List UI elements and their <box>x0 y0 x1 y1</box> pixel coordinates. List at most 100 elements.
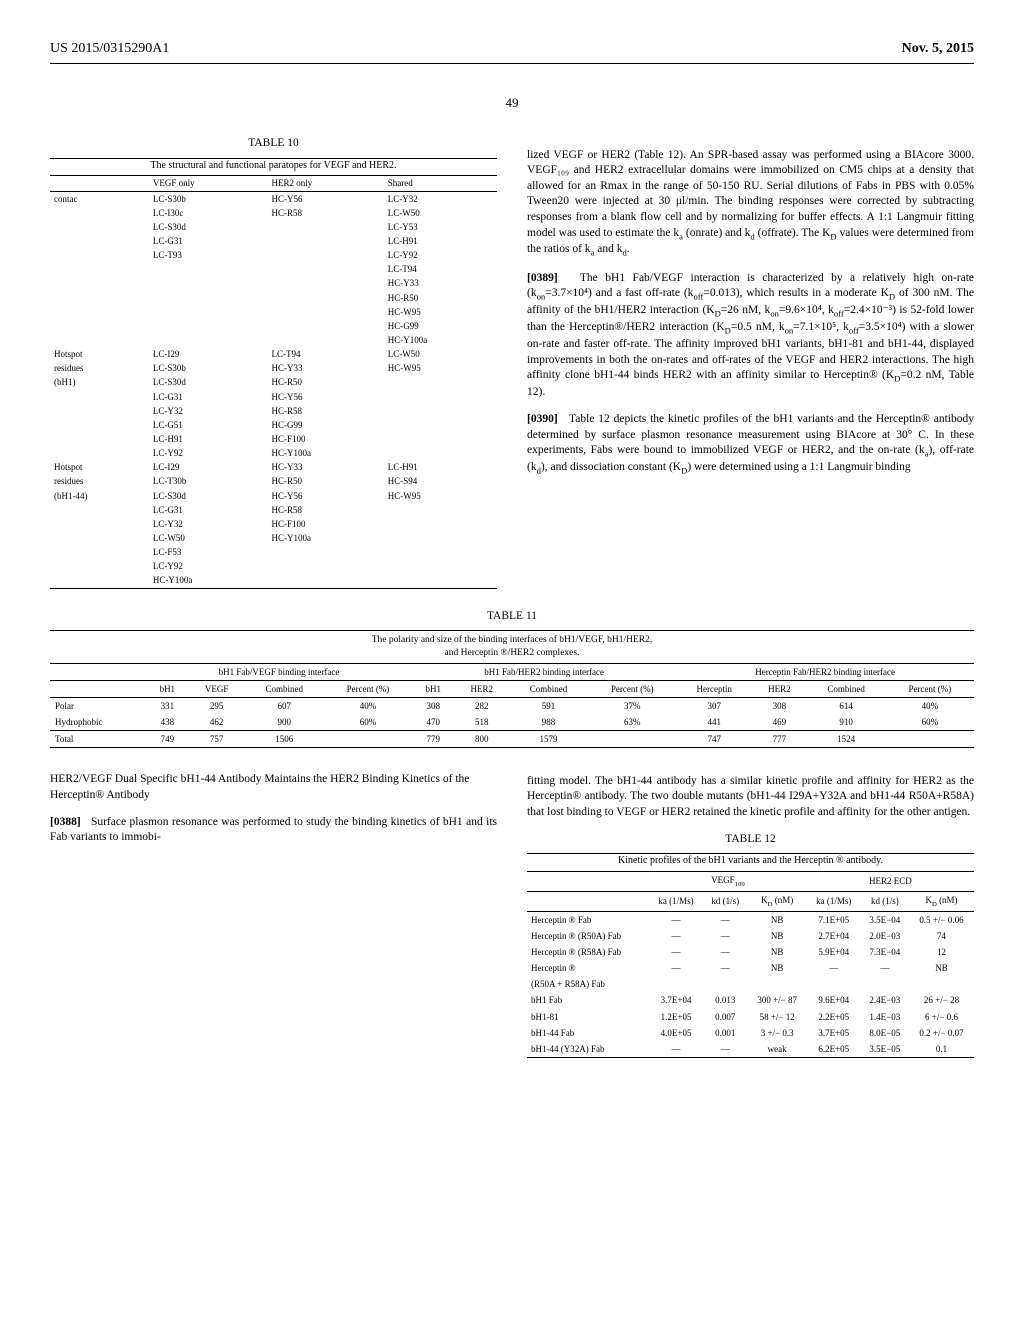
table11-total-cell: 1579 <box>509 731 588 748</box>
table12-cell: bH1-44 Fab <box>527 1025 649 1041</box>
table10-cell: LC-I29 <box>149 347 268 361</box>
table10-cell <box>268 305 384 319</box>
table10-cell: LC-W50 <box>384 347 497 361</box>
table12-caption: Kinetic profiles of the bH1 variants and… <box>527 854 974 872</box>
left-column: TABLE 10 The structural and functional p… <box>50 136 497 588</box>
table12-cell: 1.4E−03 <box>861 1009 909 1025</box>
table12-cell: 2.7E+04 <box>807 928 861 944</box>
table11-total-cell: 1524 <box>807 731 886 748</box>
table10-row-label <box>50 446 149 460</box>
table10-cell: HC-Y56 <box>268 489 384 503</box>
table10-cell: LC-T94 <box>268 347 384 361</box>
lower-right-para: fitting model. The bH1-44 antibody has a… <box>527 774 974 821</box>
table10-row-label <box>50 404 149 418</box>
table12-cell: (R50A + R58A) Fab <box>527 976 649 992</box>
table12-cell: bH1 Fab <box>527 992 649 1008</box>
table10-cell <box>268 545 384 559</box>
table12-cell: 300 +/− 87 <box>747 992 806 1008</box>
table11-total-cell <box>886 731 974 748</box>
table12: VEGF109 HER2 ECD ka (1/Ms) kd (1/s) KD (… <box>527 872 974 1058</box>
table10-row-label <box>50 276 149 290</box>
table10-cell: HC-S94 <box>384 474 497 488</box>
table10-cell: HC-Y100a <box>384 333 497 347</box>
table10-cell: LC-S30d <box>149 489 268 503</box>
table10-cell <box>268 559 384 573</box>
table10-col2: HER2 only <box>268 176 384 191</box>
patent-date: Nov. 5, 2015 <box>902 40 974 59</box>
table12-cell: NB <box>909 960 974 976</box>
table12-cell: 0.5 +/− 0.06 <box>909 911 974 928</box>
table10-cell: HC-R50 <box>384 291 497 305</box>
table11-cell: 37% <box>588 697 676 714</box>
table10-cell: HC-Y100a <box>268 531 384 545</box>
table10-cell: LC-H91 <box>384 460 497 474</box>
table12-cell: 0.013 <box>703 992 748 1008</box>
table12-cell: — <box>649 1041 703 1058</box>
table10-cell <box>384 432 497 446</box>
table10-cell: HC-R58 <box>268 206 384 220</box>
table10-row-label <box>50 333 149 347</box>
table11-total-cell: Total <box>50 731 146 748</box>
table10-cell <box>384 446 497 460</box>
table10-col1: VEGF only <box>149 176 268 191</box>
table10-cell <box>384 375 497 389</box>
table12-cell: 58 +/− 12 <box>747 1009 806 1025</box>
right-column: lized VEGF or HER2 (Table 12). An SPR-ba… <box>527 136 974 588</box>
table12-cell: NB <box>747 928 806 944</box>
table10-row-label <box>50 220 149 234</box>
table10-cell <box>268 234 384 248</box>
table10-row-label: (bH1-44) <box>50 489 149 503</box>
table11-cell: 462 <box>189 714 245 731</box>
table10-cell <box>268 262 384 276</box>
table11-total-cell: 747 <box>676 731 752 748</box>
table10-row-label: contac <box>50 191 149 206</box>
table12-cell: 3.7E+05 <box>807 1025 861 1041</box>
table10-cell: HC-G99 <box>268 418 384 432</box>
table12-cell: — <box>649 960 703 976</box>
table10-cell <box>268 319 384 333</box>
table10-row-label: residues <box>50 361 149 375</box>
table12-cell <box>861 976 909 992</box>
table11-cell: 331 <box>146 697 189 714</box>
table10-cell: LC-I29 <box>149 460 268 474</box>
table11-cell: 900 <box>245 714 324 731</box>
table11-cell: 63% <box>588 714 676 731</box>
table10-row-label <box>50 319 149 333</box>
table10-cell <box>384 559 497 573</box>
table10-cell: HC-Y33 <box>268 361 384 375</box>
table10-row-label <box>50 262 149 276</box>
table10-cell <box>149 333 268 347</box>
table12-cell: 3.7E+04 <box>649 992 703 1008</box>
table10-cell: HC-F100 <box>268 517 384 531</box>
table10-cell: LC-G51 <box>149 418 268 432</box>
table12-cell: 7.1E+05 <box>807 911 861 928</box>
table12-cell: 3 +/− 0.3 <box>747 1025 806 1041</box>
table10-row-label: residues <box>50 474 149 488</box>
table12-cell: 4.0E+05 <box>649 1025 703 1041</box>
table10-cell: HC-W95 <box>384 361 497 375</box>
table11-cell: 295 <box>189 697 245 714</box>
table10-row-label <box>50 234 149 248</box>
table12-cell: 2.2E+05 <box>807 1009 861 1025</box>
table11-caption: The polarity and size of the binding int… <box>50 631 974 663</box>
table11-total-cell: 779 <box>412 731 455 748</box>
table11-total-cell <box>324 731 412 748</box>
table10-row-label <box>50 206 149 220</box>
table12-cell: — <box>703 1041 748 1058</box>
table11-cell: 441 <box>676 714 752 731</box>
table11-cell: 614 <box>807 697 886 714</box>
table12-cell: 0.007 <box>703 1009 748 1025</box>
table11-cell: 470 <box>412 714 455 731</box>
table10-cell: LC-H91 <box>149 432 268 446</box>
table10-cell <box>384 404 497 418</box>
table10-cell: HC-R58 <box>268 404 384 418</box>
table10-row-label <box>50 559 149 573</box>
table10-cell <box>384 545 497 559</box>
table10-cell: HC-Y100a <box>149 573 268 588</box>
table11-total-cell: 777 <box>752 731 806 748</box>
table11-total-cell: 757 <box>189 731 245 748</box>
table10-row-label <box>50 503 149 517</box>
table10-cell: LC-S30d <box>149 375 268 389</box>
para-0389: [0389] The bH1 Fab/VEGF interaction is c… <box>527 271 974 401</box>
table12-cell: 6.2E+05 <box>807 1041 861 1058</box>
